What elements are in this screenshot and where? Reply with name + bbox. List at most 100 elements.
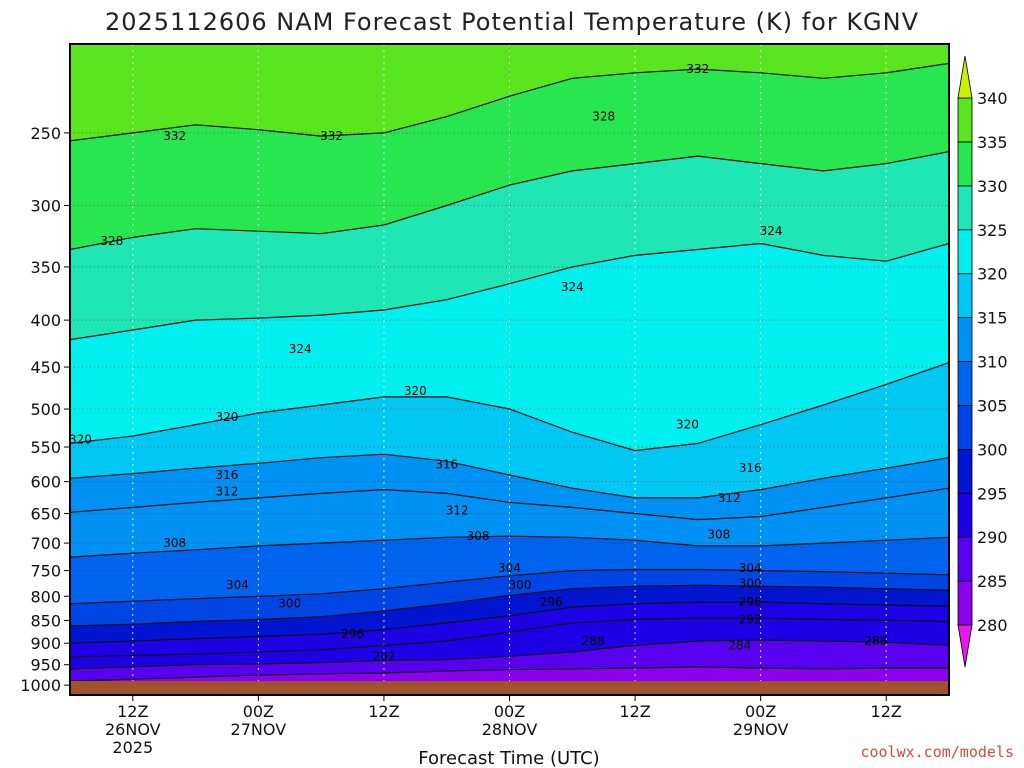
x-tick-label-54-0: 12Z [619,702,650,721]
x-tick-label-6-1: 26NOV [105,720,161,739]
isoline-300 [70,584,949,627]
y-tick-label-800: 800 [30,587,61,606]
isoline-320 [70,362,949,452]
x-tick-label-18-1: 27NOV [231,720,287,739]
colorbar-label-310: 310 [977,353,1008,372]
contour-label-312: 312 [446,503,469,517]
y-tick-label-700: 700 [30,534,61,553]
contour-label-296: 296 [739,595,762,609]
grid [70,44,949,695]
contour-label-308: 308 [707,527,730,541]
colorbar-label-290: 290 [977,528,1008,547]
credit-text: coolwx.com/models [860,743,1014,761]
contour-label-300: 300 [509,578,532,592]
y-tick-label-900: 900 [30,634,61,653]
contour-label-320: 320 [404,384,427,398]
contour-label-324: 324 [289,342,312,356]
contour-label-288: 288 [582,634,605,648]
ground-surface [70,681,949,695]
contour-label-332: 332 [686,62,709,76]
isoline-288 [70,639,949,670]
isoline-296 [70,601,949,644]
contour-label-312: 312 [216,484,239,498]
colorbar-swatch-330 [957,141,973,187]
colorbar-swatch-285 [957,536,973,582]
contour-label-292: 292 [372,649,395,663]
colorbar-label-305: 305 [977,396,1008,415]
x-tick-label-42-1: 28NOV [482,720,538,739]
colorbar-label-285: 285 [977,572,1008,591]
y-tick-label-400: 400 [30,311,61,330]
colorbar-label-325: 325 [977,221,1008,240]
colorbar-swatch-335 [957,97,973,143]
x-tick-label-66-1: 29NOV [733,720,789,739]
colorbar-label-320: 320 [977,265,1008,284]
colorbar-swatch-300 [957,405,973,450]
contour-label-288: 288 [864,634,887,648]
colorbar-label-315: 315 [977,309,1008,328]
x-tick-label-42-0: 00Z [494,702,525,721]
isoline-284 [70,666,949,682]
isoline-316 [70,453,949,499]
contour-label-328: 328 [592,110,615,124]
contour-label-296: 296 [341,627,364,641]
colorbar-swatch-320 [957,229,973,275]
x-tick-label-6-0: 12Z [117,702,148,721]
x-tick-label-6-2: 2025 [112,738,153,757]
y-tick-label-750: 750 [30,562,61,581]
y-tick-label-500: 500 [30,400,61,419]
colorbar-swatch-315 [957,273,973,318]
y-tick-label-850: 850 [30,611,61,630]
colorbar-swatch-310 [957,317,973,362]
contour-label-316: 316 [216,468,239,482]
contour-label-308: 308 [467,529,490,543]
y-tick-label-600: 600 [30,473,61,492]
contour-label-300: 300 [739,577,762,591]
contour-label-328: 328 [100,234,123,248]
isoline-308 [70,535,949,558]
y-axis: 250 300 350 400 450 500 550 600 650 700 750 800 850 9… [20,124,70,695]
colorbar-label-295: 295 [977,484,1008,503]
colorbar-top-arrow [957,55,973,99]
isoline-312 [70,487,949,521]
isoline-324 [70,242,949,341]
contour-label-300: 300 [278,597,301,611]
contour-label-324: 324 [760,224,783,238]
x-tick-label-18-0: 00Z [243,702,274,721]
colorbar-bottom-arrow [957,624,973,668]
colorbar-label-335: 335 [977,133,1008,152]
contour-label-332: 332 [163,129,186,143]
colorbar-swatch-290 [957,492,973,538]
y-tick-label-950: 950 [30,656,61,675]
contour-label-304: 304 [739,561,762,575]
colorbar: 280 285 290 295 300 305 310 315 320 325 330 335 340 [957,55,1008,668]
contour-label-292: 292 [739,612,762,626]
contour-label-316: 316 [739,461,762,475]
contour-label-308: 308 [163,536,186,550]
x-tick-label-66-0: 00Z [745,702,776,721]
y-tick-label-350: 350 [30,258,61,277]
y-tick-label-250: 250 [30,124,61,143]
contour-label-316: 316 [435,458,458,472]
y-tick-label-450: 450 [30,358,61,377]
colorbar-swatch-325 [957,185,973,231]
contour-label-320: 320 [69,433,92,447]
chart-title: 2025112606 NAM Forecast Potential Temper… [105,8,919,36]
contour-label-304: 304 [498,561,521,575]
y-tick-label-550: 550 [30,438,61,457]
contour-label-332: 332 [320,129,343,143]
colorbar-label-340: 340 [977,89,1008,108]
isoline-332 [70,62,949,142]
colorbar-swatch-305 [957,361,973,406]
contour-label-320: 320 [676,418,699,432]
y-tick-label-650: 650 [30,505,61,524]
x-axis-label: Forecast Time (UTC) [418,748,599,768]
isoline-292 [70,617,949,658]
contour-labels: 332 328 332 332 328 324 324 324 320 320 320 320 316 3… [69,62,887,663]
colorbar-swatch-280 [957,580,973,626]
colorbar-label-300: 300 [977,440,1008,459]
colorbar-swatch-295 [957,448,973,494]
